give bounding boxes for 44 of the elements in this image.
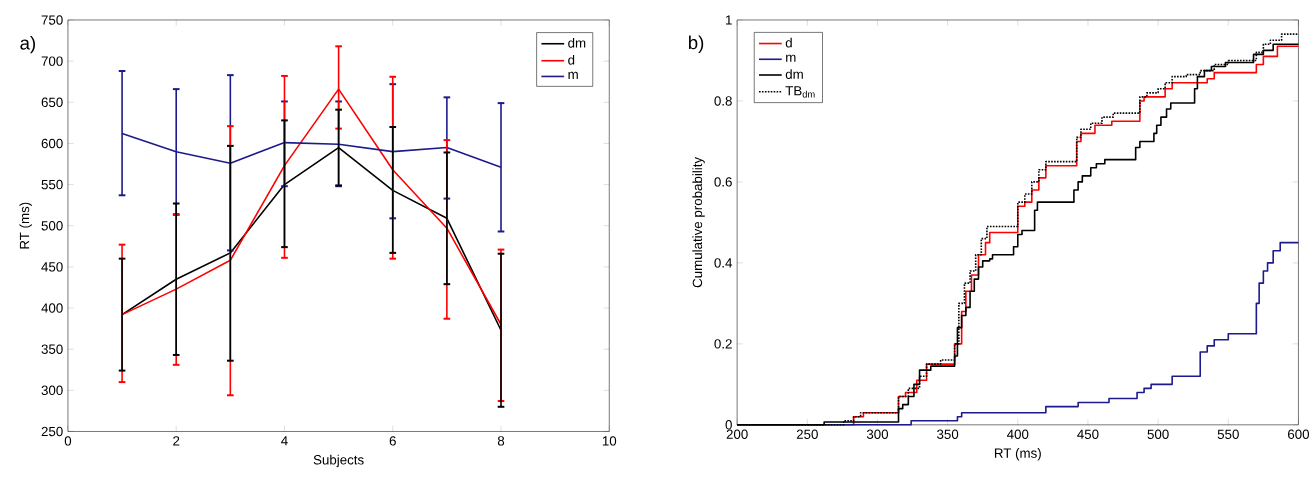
legend-label: m [568, 71, 578, 79]
y-tick-label: 1 [726, 15, 732, 25]
y-tick-label: 0 [725, 419, 732, 430]
x-tick-label: 550 [1217, 429, 1239, 439]
y-tick-label: 0.6 [714, 177, 732, 187]
x-tick-label: 10 [602, 435, 617, 446]
legend-label: dm [785, 68, 803, 79]
y-tick-label: 500 [41, 220, 63, 231]
x-tick-label: 6 [389, 435, 396, 446]
x-axis-title: RT (ms) [994, 447, 1041, 461]
x-tick-label: 450 [1077, 429, 1099, 439]
y-tick-label: 0.8 [714, 96, 732, 106]
x-axis-title: Subjects [313, 454, 364, 467]
x-tick-label: 4 [281, 435, 288, 446]
y-axis-title: Cumulative probability [692, 156, 705, 288]
y-axis-title: RT (ms) [19, 202, 32, 249]
text: a) [20, 35, 35, 54]
y-tick-label: 0.4 [714, 257, 733, 268]
y-tick-label: 650 [41, 97, 63, 107]
x-tick-label: 250 [796, 429, 818, 439]
y-tick-label: 300 [41, 385, 63, 395]
y-tick-label: 350 [41, 344, 63, 354]
x-tick-label: 350 [937, 429, 959, 439]
x-tick-label: 8 [497, 435, 505, 446]
x-tick-label: 400 [1006, 429, 1029, 439]
y-tick-label: 0.2 [714, 338, 732, 349]
legend-label: d [785, 37, 792, 48]
legend-label: TB$_{dm}$ [785, 85, 815, 98]
x-tick-label: 300 [866, 429, 889, 439]
y-tick-label: 550 [41, 179, 63, 190]
legend-label: m [786, 54, 796, 62]
x-tick-label: 2 [173, 435, 180, 446]
y-tick-label: 750 [41, 15, 63, 25]
y-tick-label: 400 [41, 303, 63, 313]
legend-label: d [568, 54, 575, 65]
y-tick-label: 450 [41, 261, 63, 272]
y-tick-label: 700 [41, 56, 63, 66]
text: b) [688, 35, 704, 53]
y-tick-label: 600 [41, 138, 63, 148]
legend-label: dm [568, 37, 586, 48]
x-tick-label: 200 [726, 429, 748, 439]
x-tick-label: 500 [1147, 429, 1169, 439]
x-tick-label: 0 [64, 435, 72, 446]
x-tick-label: 600 [1288, 429, 1310, 439]
